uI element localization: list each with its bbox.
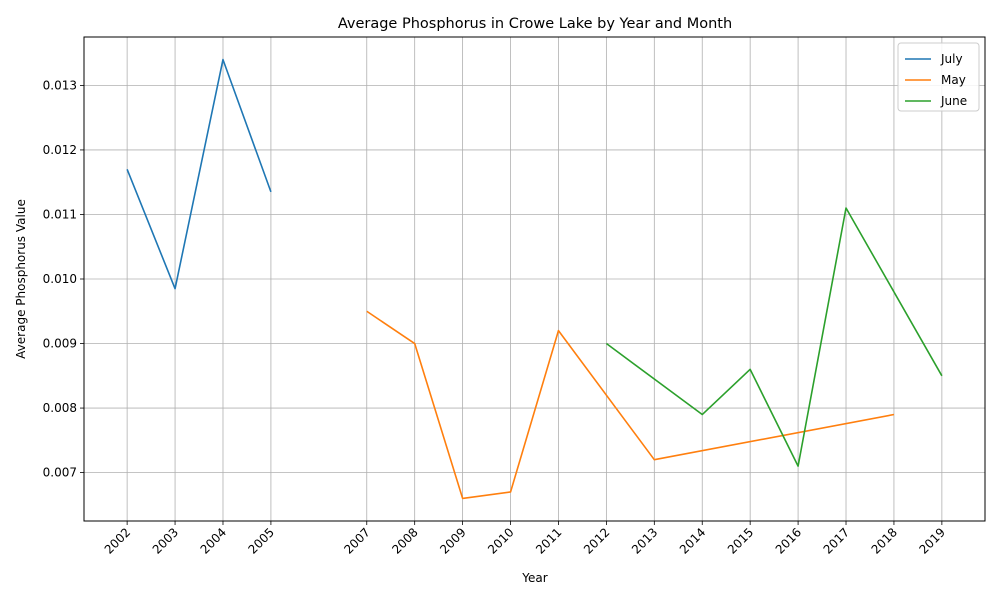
legend-box — [897, 42, 980, 112]
y-tick-label: 0.009 — [43, 337, 77, 351]
series-lines — [126, 58, 943, 500]
y-tick-label: 0.013 — [43, 78, 77, 92]
chart-title: Average Phosphorus in Crowe Lake by Year… — [338, 16, 732, 32]
legend-label-may: May — [941, 73, 966, 87]
y-tick-label: 0.010 — [43, 272, 77, 286]
y-axis-label: Average Phosphorus Value — [14, 199, 28, 359]
series-line-may — [366, 310, 895, 500]
legend-label-june: June — [940, 94, 967, 108]
series-line-june — [605, 207, 943, 467]
y-tick-label: 0.012 — [43, 143, 77, 157]
y-tick-label: 0.008 — [43, 401, 77, 415]
y-tick-label: 0.007 — [43, 466, 77, 480]
y-tick-label: 0.011 — [43, 207, 77, 221]
series-line-july — [126, 58, 272, 290]
legend: July May June — [897, 42, 980, 112]
legend-label-july: July — [940, 52, 963, 66]
x-axis-label: Year — [521, 571, 547, 585]
grid — [84, 37, 985, 521]
